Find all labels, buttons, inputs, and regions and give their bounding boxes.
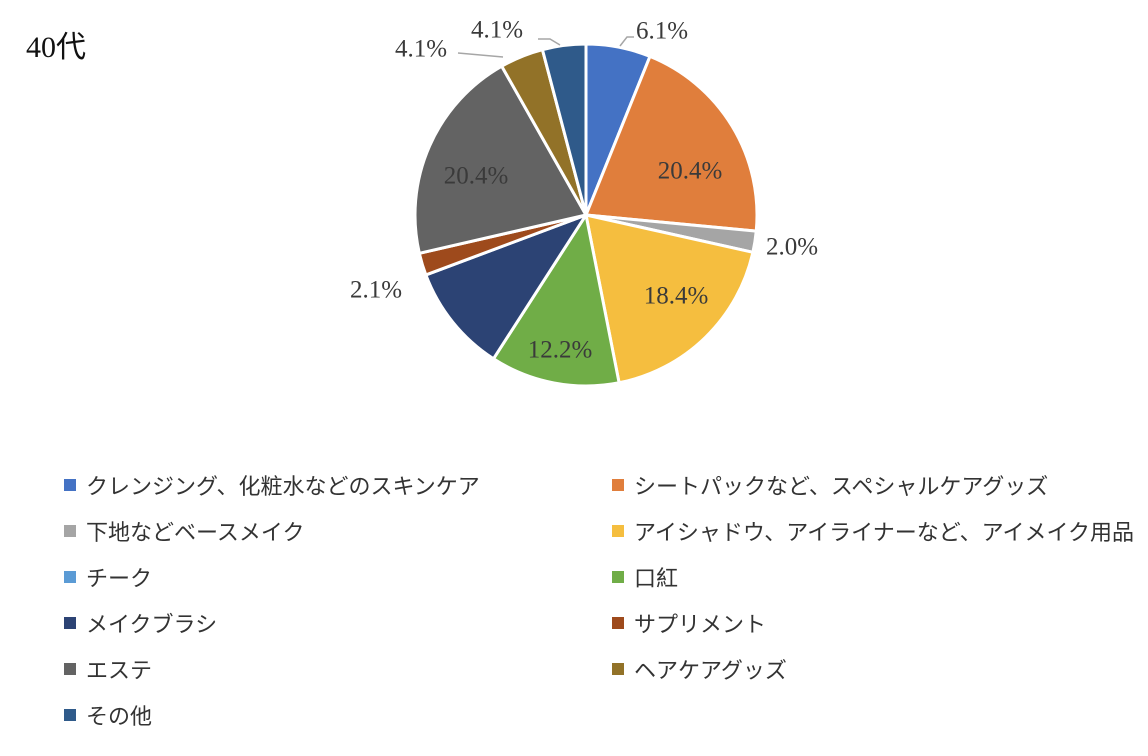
legend-item-5: 口紅 bbox=[612, 554, 1144, 600]
pie-slice-10 bbox=[540, 42, 588, 217]
legend-label: アイシャドウ、アイライナーなど、アイメイク用品 bbox=[634, 521, 1135, 546]
legend-item-0: クレンジング、化粧水などのスキンケア bbox=[64, 462, 612, 508]
leader-line-9 bbox=[457, 52, 504, 58]
legend-swatch bbox=[64, 525, 76, 537]
data-label-10: 4.1% bbox=[471, 17, 523, 44]
legend-item-7: サプリメント bbox=[612, 600, 1144, 646]
legend-item-1: シートパックなど、スペシャルケアグッズ bbox=[612, 462, 1144, 508]
legend-label: クレンジング、化粧水などのスキンケア bbox=[86, 475, 480, 500]
legend-item-9: ヘアケアグッズ bbox=[612, 646, 1144, 692]
data-label-0: 6.1% bbox=[636, 18, 688, 45]
legend-swatch bbox=[612, 479, 624, 491]
legend-label: サプリメント bbox=[634, 613, 767, 638]
legend-swatch bbox=[64, 663, 76, 675]
legend-label: シートパックなど、スペシャルケアグッズ bbox=[634, 475, 1049, 500]
legend-item-4: チーク bbox=[64, 554, 612, 600]
data-label-8: 20.4% bbox=[444, 163, 509, 190]
data-label-3: 18.4% bbox=[644, 283, 709, 310]
legend-swatch bbox=[64, 571, 76, 583]
legend-label: 口紅 bbox=[634, 567, 679, 592]
legend-item-6: メイクブラシ bbox=[64, 600, 612, 646]
legend-item-8: エステ bbox=[64, 646, 612, 692]
leader-lines bbox=[457, 36, 634, 58]
pie-chart: 6.1% 20.4% 2.0% 18.4% 12.2% 2.1% 20.4% 4.1% 4.1% bbox=[350, 17, 818, 388]
legend-label: その他 bbox=[86, 705, 153, 730]
data-label-1: 20.4% bbox=[658, 158, 723, 185]
legend-swatch bbox=[612, 617, 624, 629]
legend-swatch bbox=[64, 479, 76, 491]
data-labels: 6.1% 20.4% 2.0% 18.4% 12.2% 2.1% 20.4% 4.1% 4.1% bbox=[350, 17, 818, 364]
legend-swatch bbox=[64, 709, 76, 721]
pie-slice-6 bbox=[424, 213, 588, 361]
legend-item-2: 下地などベースメイク bbox=[64, 508, 612, 554]
legend-item-3: アイシャドウ、アイライナーなど、アイメイク用品 bbox=[612, 508, 1144, 554]
data-label-5: 12.2% bbox=[528, 337, 593, 364]
pie-slices bbox=[413, 42, 759, 388]
legend-swatch bbox=[612, 571, 624, 583]
legend-label: メイクブラシ bbox=[86, 613, 218, 638]
leader-line-0 bbox=[619, 36, 634, 47]
pie-slice-5 bbox=[491, 213, 621, 388]
legend-label: チーク bbox=[86, 567, 153, 592]
pie-slice-8 bbox=[413, 64, 588, 255]
pie-slice-3 bbox=[584, 213, 755, 385]
data-label-9: 4.1% bbox=[395, 36, 447, 63]
legend-label: ヘアケアグッズ bbox=[634, 659, 787, 684]
legend-swatch bbox=[64, 617, 76, 629]
legend-label: エステ bbox=[86, 659, 153, 684]
legend-swatch bbox=[612, 525, 624, 537]
data-label-2: 2.0% bbox=[766, 234, 818, 261]
legend-item-10: その他 bbox=[64, 692, 612, 738]
legend-label: 下地などベースメイク bbox=[86, 521, 305, 546]
leader-line-10 bbox=[538, 38, 561, 46]
legend-swatch bbox=[612, 663, 624, 675]
data-label-7: 2.1% bbox=[350, 277, 402, 304]
chart-title: 40代 bbox=[26, 31, 86, 64]
pie-slice-1 bbox=[584, 54, 759, 233]
legend: クレンジング、化粧水などのスキンケア シートパックなど、スペシャルケアグッズ下地な… bbox=[64, 462, 1144, 738]
